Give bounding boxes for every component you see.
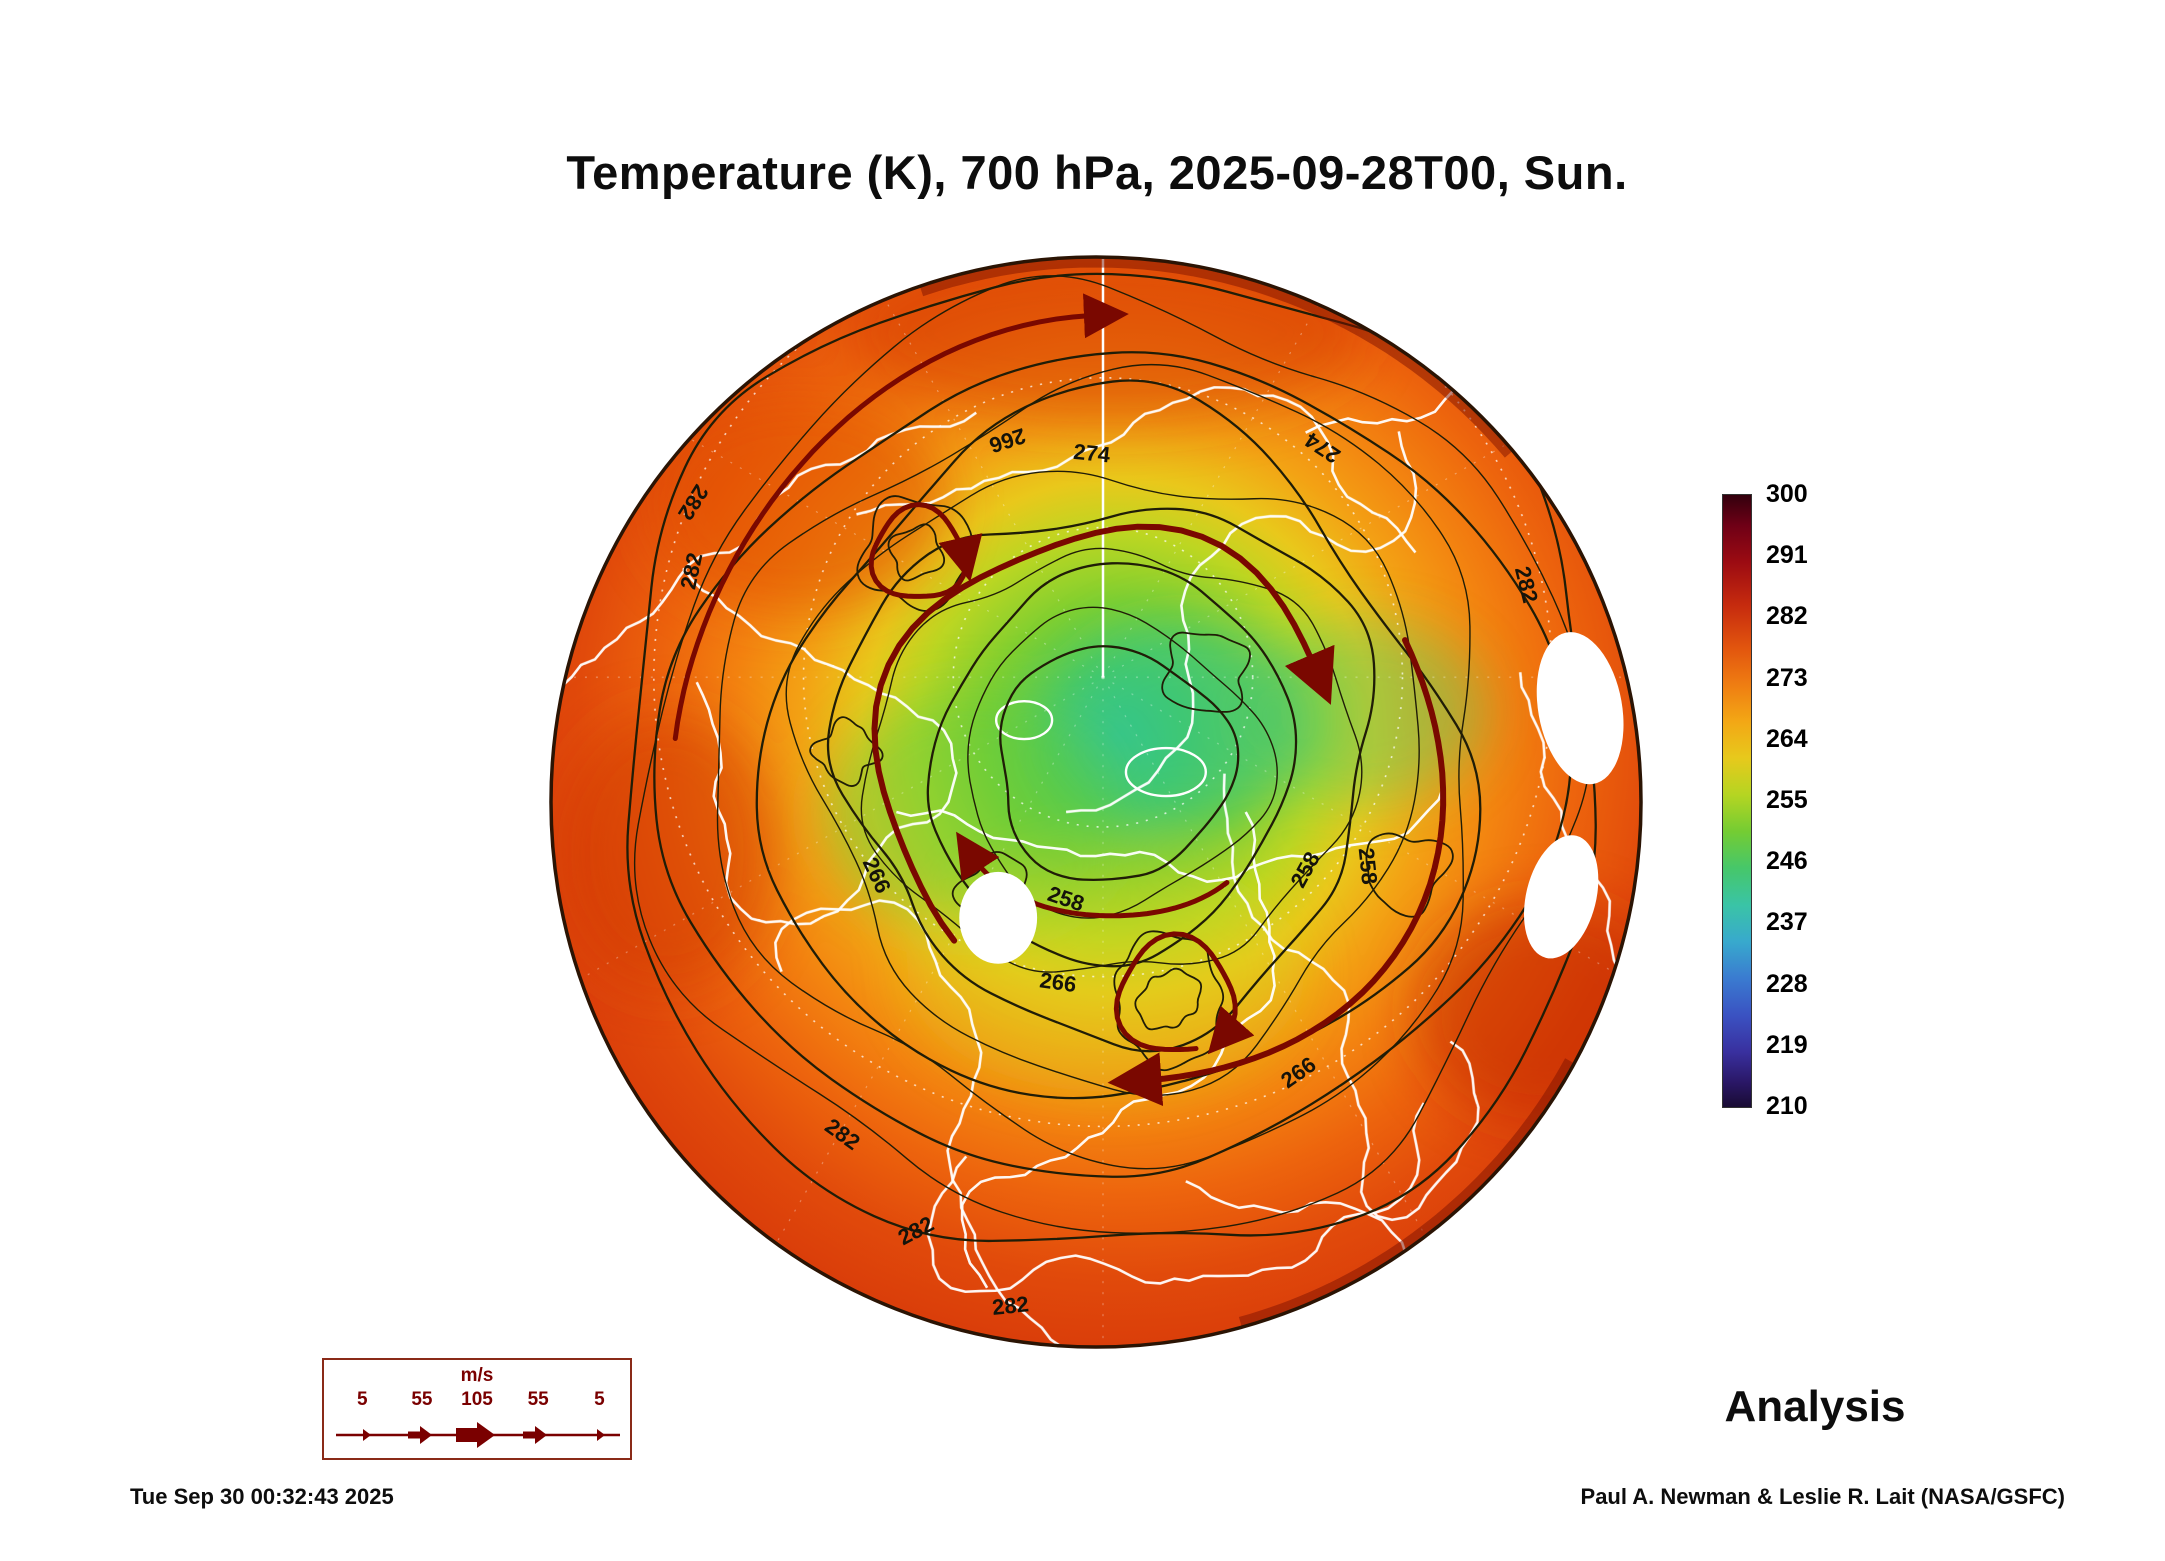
contour-label: 282 xyxy=(991,1291,1030,1320)
wind-legend-ticks: 5 55 105 55 5 xyxy=(324,1389,630,1411)
colorbar xyxy=(1722,494,1752,1108)
colorbar-tick: 219 xyxy=(1766,1030,1808,1059)
data-void xyxy=(959,632,1624,964)
contour-label: 274 xyxy=(1072,439,1112,468)
map-rim xyxy=(549,255,1643,1349)
colorbar-tick: 255 xyxy=(1766,786,1808,814)
colorbar-tick: 210 xyxy=(1766,1092,1808,1120)
wind-legend-tick: 105 xyxy=(461,1389,493,1410)
colorbar-tick: 237 xyxy=(1766,908,1808,937)
wind-streamlines xyxy=(672,293,1447,1107)
colorbar-tick: 300 xyxy=(1766,480,1808,508)
contour-label: 266 xyxy=(1038,967,1078,997)
wind-legend-tick: 55 xyxy=(411,1389,433,1410)
colorbar-tick: 228 xyxy=(1766,969,1808,998)
colorbar-tick: 246 xyxy=(1766,847,1808,876)
credit: Paul A. Newman & Leslie R. Lait (NASA/GS… xyxy=(1580,1484,2065,1509)
wind-arrow-icon xyxy=(336,1422,620,1448)
temperature-map: 258 258 266 266 274 282 282 274 258 266 282 282 282 2… xyxy=(547,253,1645,1351)
timestamp: Tue Sep 30 00:32:43 2025 xyxy=(130,1484,394,1509)
wind-legend-tick: 5 xyxy=(594,1389,605,1410)
wind-legend-tick: 55 xyxy=(527,1389,549,1410)
colorbar-tick: 282 xyxy=(1766,602,1808,631)
wind-legend-unit: m/s xyxy=(460,1365,494,1386)
wind-legend-tick: 5 xyxy=(356,1389,368,1410)
contour-label: 258 xyxy=(1354,847,1383,886)
colorbar-tick: 291 xyxy=(1766,541,1808,570)
page-title: Temperature (K), 700 hPa, 2025-09-28T00,… xyxy=(566,146,1628,199)
colorbar-tick: 264 xyxy=(1766,724,1808,753)
colorbar-ticks: 300 291 282 273 264 255 246 237 228 219 210 xyxy=(1766,480,1856,1120)
wind-speed-legend: m/s 5 55 105 55 5 xyxy=(322,1358,632,1460)
analysis-label: Analysis xyxy=(1724,1382,1906,1431)
colorbar-tick: 273 xyxy=(1766,663,1808,692)
